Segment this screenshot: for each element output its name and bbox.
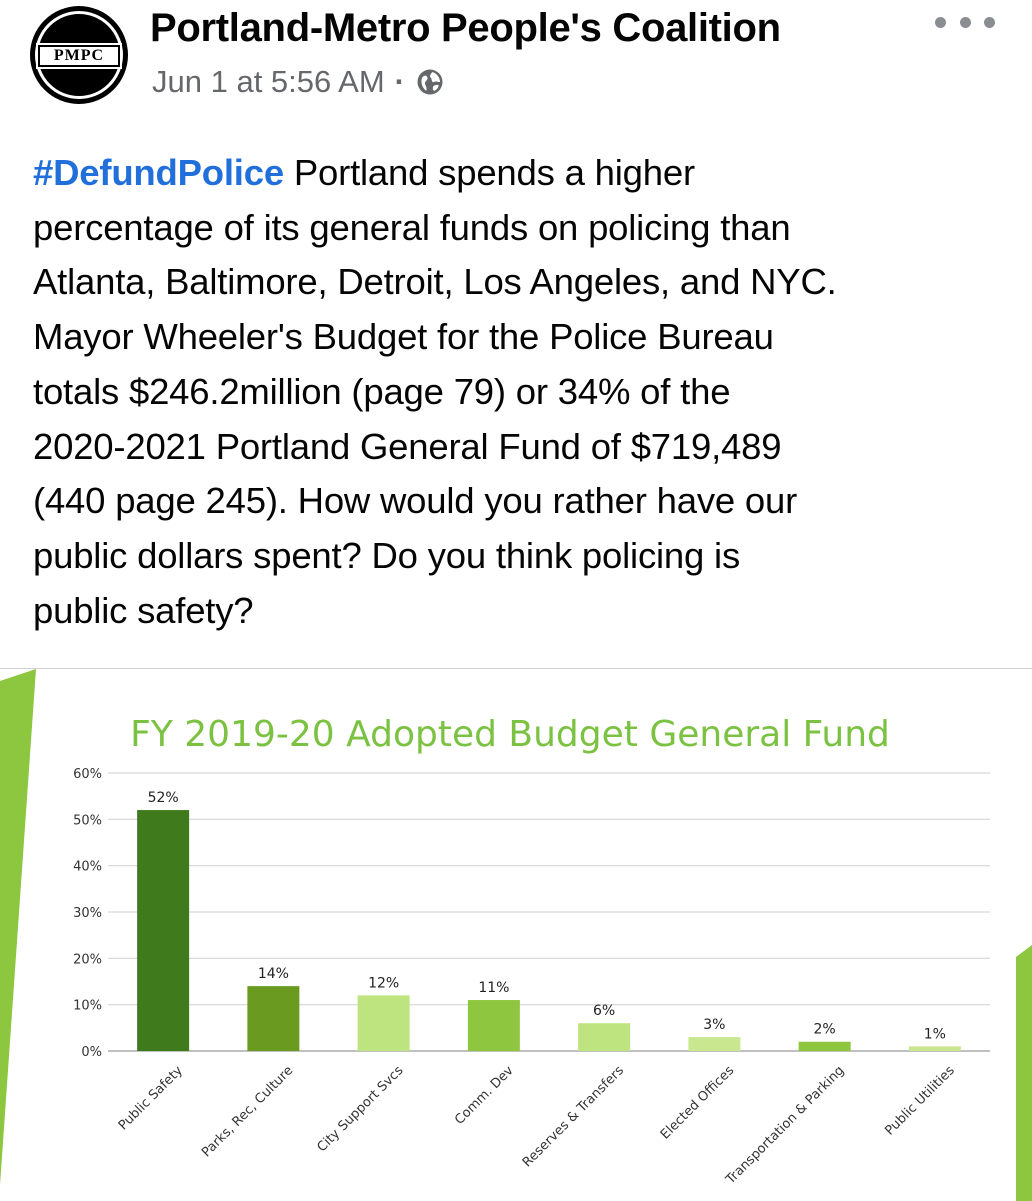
bar	[578, 1023, 631, 1051]
bar-value-label: 1%	[924, 1026, 946, 1042]
bar	[137, 810, 190, 1051]
more-horizontal-icon	[984, 16, 995, 28]
post-message: #DefundPolice Portland spends a higher p…	[33, 146, 1008, 638]
bar	[247, 986, 300, 1051]
chart-bars	[137, 810, 961, 1051]
bar	[908, 1046, 961, 1051]
slide-accent-right	[1016, 945, 1032, 1201]
post-line-9: public safety?	[33, 589, 254, 631]
y-tick-label: 0%	[81, 1045, 102, 1060]
bar	[688, 1037, 741, 1051]
chart-gridlines	[108, 772, 990, 1052]
chart-data-labels: 52% 14% 12% 11% 6% 3% 2% 1%	[148, 790, 946, 1042]
bar	[798, 1041, 851, 1051]
hashtag-link[interactable]: #DefundPolice	[33, 152, 284, 193]
y-tick-label: 30%	[73, 906, 102, 921]
avatar-ring	[35, 11, 123, 99]
post-timestamp[interactable]: Jun 1 at 5:56 AM	[152, 64, 385, 99]
bar-value-label: 11%	[478, 980, 509, 996]
chart-y-axis: 0% 10% 20% 30% 40% 50% 60%	[73, 767, 102, 1060]
bar	[357, 995, 410, 1051]
bar-value-label: 52%	[148, 790, 179, 806]
post-header: PMPC Portland-Metro People's Coalition J…	[0, 0, 1032, 120]
bar	[467, 1000, 520, 1051]
y-tick-label: 40%	[73, 860, 102, 875]
x-category-label: Reserves & Transfers	[520, 1063, 627, 1170]
bar-value-label: 3%	[703, 1017, 725, 1033]
x-category-label: Transportation & Parking	[723, 1063, 848, 1188]
post-line-5: totals $246.2million (page 79) or 34% of…	[33, 370, 731, 412]
bar-value-label: 6%	[593, 1003, 615, 1019]
post-line-3: Atlanta, Baltimore, Detroit, Los Angeles…	[33, 261, 837, 303]
x-category-label: Elected Offices	[658, 1063, 737, 1142]
globe-icon	[417, 69, 443, 95]
avatar-logo-plate: PMPC	[36, 43, 122, 69]
slide-accent-left	[0, 669, 36, 1185]
more-options-button[interactable]	[935, 12, 995, 32]
chart-title: FY 2019-20 Adopted Budget General Fund	[130, 714, 890, 755]
page-avatar[interactable]: PMPC	[30, 6, 128, 104]
y-tick-label: 50%	[73, 813, 102, 828]
x-category-label: Comm. Dev	[452, 1063, 517, 1128]
meta-separator: ·	[394, 64, 405, 99]
post-line-4: Mayor Wheeler's Budget for the Police Bu…	[33, 316, 774, 358]
bar-value-label: 12%	[368, 975, 399, 991]
post-line-7: (440 page 245). How would you rather hav…	[33, 480, 798, 522]
page-name-link[interactable]: Portland-Metro People's Coalition	[150, 6, 781, 50]
y-tick-label: 60%	[73, 767, 102, 782]
x-category-label: Public Utilities	[882, 1063, 957, 1138]
x-category-label: City Support Svcs	[315, 1063, 407, 1155]
more-horizontal-icon	[935, 16, 946, 28]
post-line-2: percentage of its general funds on polic…	[33, 206, 791, 248]
x-category-label: Parks, Rec, Culture	[199, 1063, 296, 1160]
post-line-1-text: Portland spends a higher	[293, 152, 695, 193]
post-meta: Jun 1 at 5:56 AM ·	[152, 64, 445, 100]
budget-bar-chart: FY 2019-20 Adopted Budget General Fund 0…	[0, 669, 1032, 1201]
y-tick-label: 10%	[73, 999, 102, 1014]
avatar-logo-text: PMPC	[53, 47, 105, 64]
post-line-6: 2020-2021 Portland General Fund of $719,…	[33, 425, 782, 467]
more-horizontal-icon	[959, 16, 971, 28]
chart-x-axis: Public Safety Parks, Rec, Culture City Sup…	[116, 1063, 958, 1188]
bar-value-label: 2%	[814, 1022, 836, 1038]
post-line-8: public dollars spent? Do you think polic…	[33, 534, 741, 576]
bar-value-label: 14%	[258, 966, 289, 982]
x-category-label: Public Safety	[116, 1063, 186, 1133]
post-line-1: #DefundPolice Portland spends a higher	[33, 146, 1008, 201]
post-image[interactable]: FY 2019-20 Adopted Budget General Fund 0…	[0, 668, 1032, 1201]
y-tick-label: 20%	[73, 952, 102, 967]
